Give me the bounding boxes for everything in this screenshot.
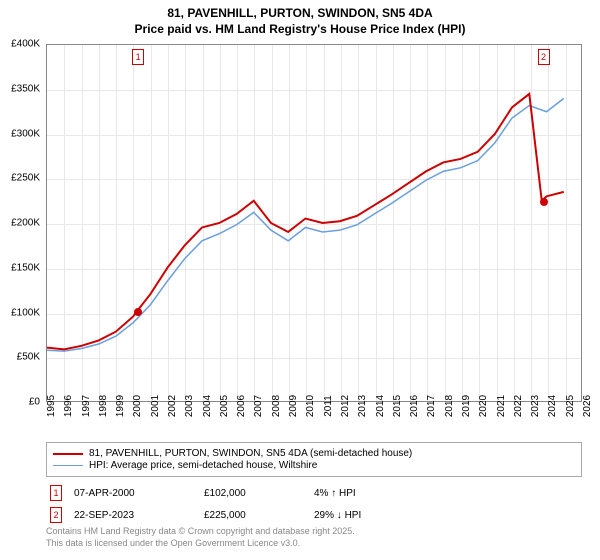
series-hpi bbox=[47, 98, 564, 351]
annotation-marker: 2 bbox=[50, 507, 62, 523]
x-tick-label: 2016 bbox=[409, 395, 420, 417]
x-tick-label: 2000 bbox=[132, 395, 143, 417]
x-tick-label: 2017 bbox=[426, 395, 437, 417]
x-tick-label: 2025 bbox=[565, 395, 576, 417]
legend: 81, PAVENHILL, PURTON, SWINDON, SN5 4DA … bbox=[46, 442, 582, 477]
x-tick-label: 2013 bbox=[357, 395, 368, 417]
footer-line-1: Contains HM Land Registry data © Crown c… bbox=[46, 526, 582, 538]
y-tick-label: £50K bbox=[0, 352, 40, 363]
y-tick-label: £400K bbox=[0, 39, 40, 50]
x-tick-label: 1998 bbox=[98, 395, 109, 417]
x-tick-label: 2005 bbox=[219, 395, 230, 417]
x-tick-label: 2008 bbox=[271, 395, 282, 417]
x-tick-label: 2006 bbox=[236, 395, 247, 417]
legend-row: HPI: Average price, semi-detached house,… bbox=[53, 460, 575, 471]
x-tick-label: 2014 bbox=[375, 395, 386, 417]
x-tick-label: 2015 bbox=[392, 395, 403, 417]
annotation-price: £102,000 bbox=[204, 488, 314, 499]
x-tick-label: 2011 bbox=[323, 395, 334, 417]
y-tick-label: £100K bbox=[0, 307, 40, 318]
x-tick-label: 2020 bbox=[478, 395, 489, 417]
chart-svg bbox=[47, 45, 581, 401]
legend-swatch bbox=[53, 465, 83, 467]
chart-marker-box: 2 bbox=[538, 49, 550, 65]
x-axis: 1995199619971998199920002001200220032004… bbox=[46, 402, 582, 442]
series-price_paid bbox=[47, 94, 564, 349]
x-tick-label: 2026 bbox=[582, 395, 593, 417]
x-tick-label: 2004 bbox=[202, 395, 213, 417]
x-tick-label: 2010 bbox=[305, 395, 316, 417]
chart-title: 81, PAVENHILL, PURTON, SWINDON, SN5 4DA … bbox=[0, 0, 600, 37]
title-line-1: 81, PAVENHILL, PURTON, SWINDON, SN5 4DA bbox=[0, 6, 600, 22]
annotation-row: 2 22-SEP-2023£225,00029% ↓ HPI bbox=[46, 504, 582, 526]
footer-attribution: Contains HM Land Registry data © Crown c… bbox=[46, 526, 582, 549]
y-tick-label: £350K bbox=[0, 83, 40, 94]
annotation-row: 1 07-APR-2000£102,0004% ↑ HPI bbox=[46, 482, 582, 504]
annotation-date: 07-APR-2000 bbox=[74, 488, 204, 499]
y-tick-label: £200K bbox=[0, 218, 40, 229]
annotation-delta: 4% ↑ HPI bbox=[314, 488, 356, 499]
x-tick-label: 1996 bbox=[63, 395, 74, 417]
y-tick-label: £250K bbox=[0, 173, 40, 184]
x-tick-label: 2019 bbox=[461, 395, 472, 417]
sale-marker-dot bbox=[540, 198, 548, 206]
title-line-2: Price paid vs. HM Land Registry's House … bbox=[0, 22, 600, 38]
annotation-price: £225,000 bbox=[204, 510, 314, 521]
x-tick-label: 2003 bbox=[184, 395, 195, 417]
x-tick-label: 2002 bbox=[167, 395, 178, 417]
x-tick-label: 2007 bbox=[253, 395, 264, 417]
footer-line-2: This data is licensed under the Open Gov… bbox=[46, 538, 582, 550]
annotation-table: 1 07-APR-2000£102,0004% ↑ HPI 2 22-SEP-2023… bbox=[46, 482, 582, 526]
legend-label: HPI: Average price, semi-detached house,… bbox=[89, 460, 317, 471]
x-tick-label: 2012 bbox=[340, 395, 351, 417]
y-tick-label: £300K bbox=[0, 128, 40, 139]
legend-row: 81, PAVENHILL, PURTON, SWINDON, SN5 4DA … bbox=[53, 448, 575, 459]
x-tick-label: 1997 bbox=[81, 395, 92, 417]
y-tick-label: £150K bbox=[0, 262, 40, 273]
legend-swatch bbox=[53, 453, 83, 455]
annotation-marker: 1 bbox=[50, 485, 62, 501]
x-tick-label: 1999 bbox=[115, 395, 126, 417]
x-tick-label: 2021 bbox=[496, 395, 507, 417]
annotation-date: 22-SEP-2023 bbox=[74, 510, 204, 521]
x-tick-label: 2022 bbox=[513, 395, 524, 417]
chart-plot-area: 12 bbox=[46, 44, 582, 402]
x-tick-label: 2024 bbox=[547, 395, 558, 417]
x-tick-label: 2023 bbox=[530, 395, 541, 417]
annotation-delta: 29% ↓ HPI bbox=[314, 510, 361, 521]
sale-marker-dot bbox=[134, 308, 142, 316]
x-tick-label: 1995 bbox=[46, 395, 57, 417]
y-tick-label: £0 bbox=[0, 397, 40, 408]
legend-label: 81, PAVENHILL, PURTON, SWINDON, SN5 4DA … bbox=[89, 448, 412, 459]
x-tick-label: 2009 bbox=[288, 395, 299, 417]
chart-marker-box: 1 bbox=[132, 49, 144, 65]
x-tick-label: 2018 bbox=[444, 395, 455, 417]
y-axis: £0£50K£100K£150K£200K£250K£300K£350K£400… bbox=[0, 44, 44, 402]
x-tick-label: 2001 bbox=[150, 395, 161, 417]
